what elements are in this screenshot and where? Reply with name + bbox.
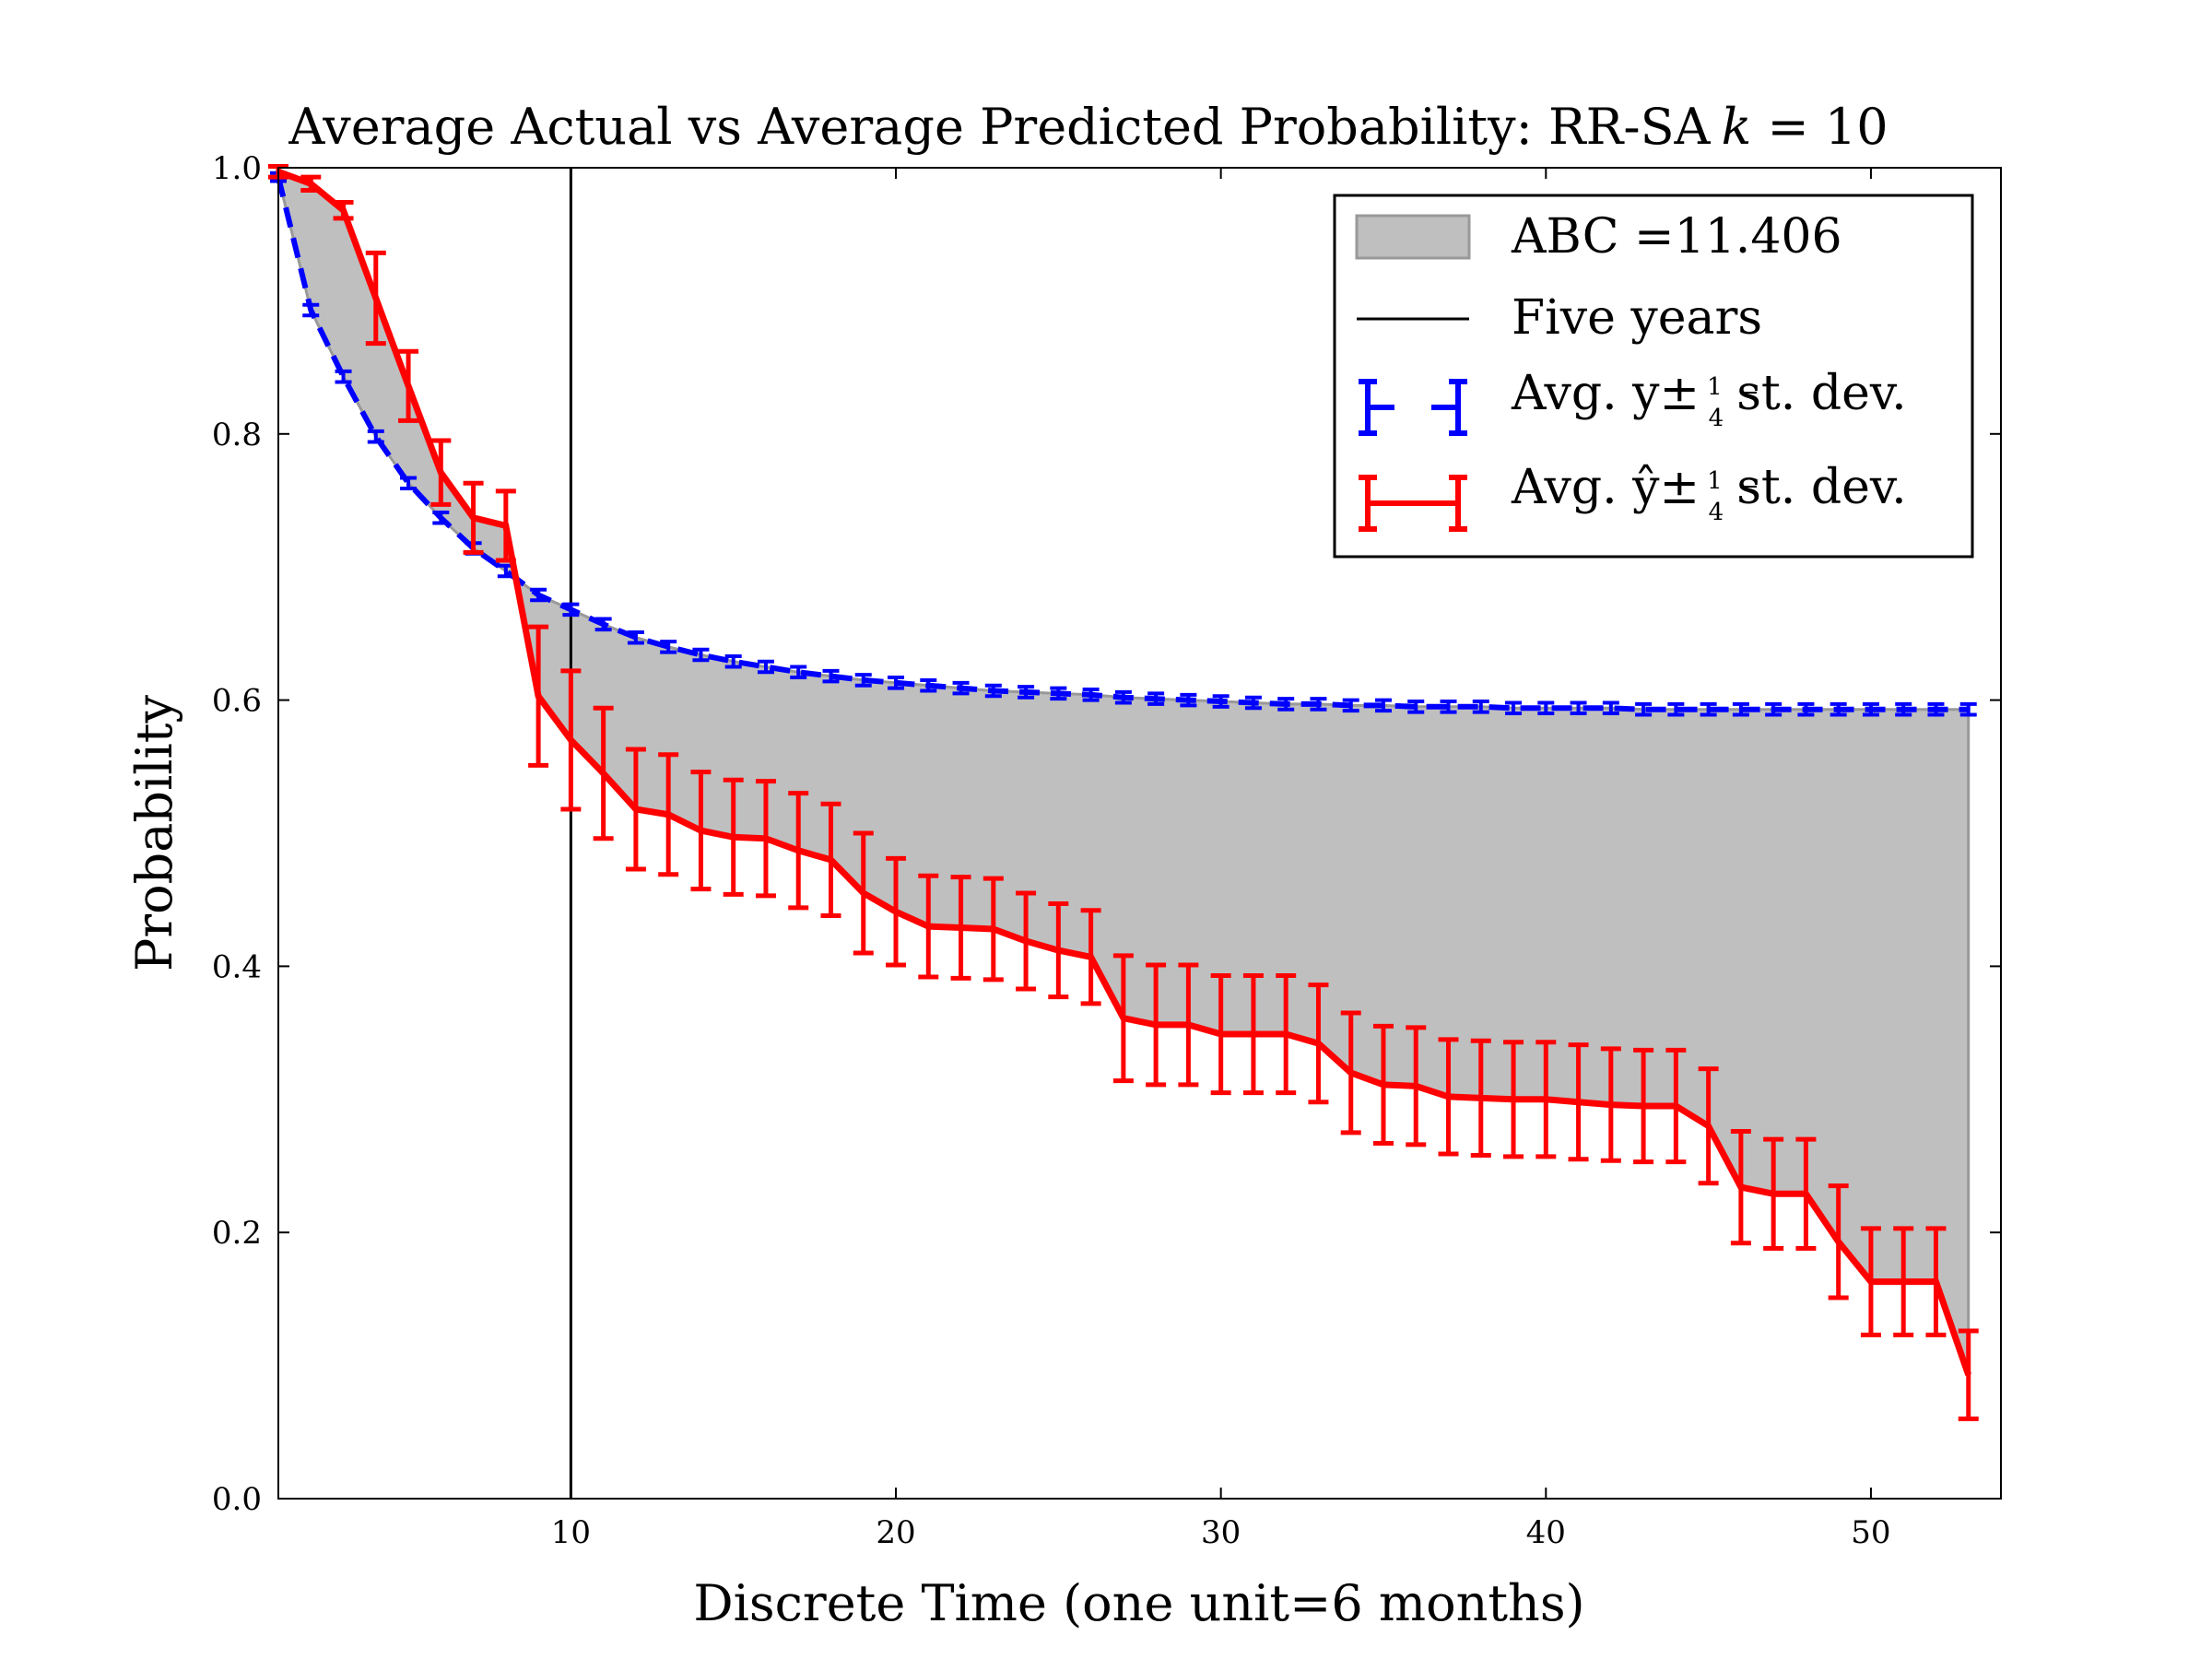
actual-error-bar [1895,701,1912,717]
actual-error-bar [1018,685,1035,700]
chart-title: Average Actual vs Average Predicted Prob… [288,98,1888,156]
x-tick-label: 20 [876,1514,915,1551]
y-tick-label: 0.8 [212,417,262,453]
actual-error-bar [660,640,677,654]
actual-error-bar [1472,700,1489,714]
chart-title-var: k [1722,98,1752,156]
actual-error-bar [1927,701,1945,717]
actual-error-bar [1114,689,1132,705]
actual-error-bar [1959,701,1977,717]
actual-error-bar [1700,701,1717,717]
chart-title-eq: = 10 [1751,98,1888,156]
y-tick-label: 0.2 [212,1215,262,1252]
legend-five-years-label: Five years [1512,290,1762,346]
actual-error-bar [952,680,970,696]
x-tick-label: 10 [551,1514,591,1551]
actual-error-bar [1797,701,1815,717]
actual-error-bar [1310,697,1327,712]
actual-error-bar [1277,697,1295,712]
chart-title-main: Average Actual vs Average Predicted Prob… [288,98,1711,156]
predicted-line [276,169,1972,1376]
actual-error-bar [335,369,352,384]
actual-error-bar [367,429,384,444]
actual-error-bar [1667,701,1685,717]
actual-error-bar [1082,688,1100,702]
actual-error-bar [724,653,742,669]
actual-error-bar [854,673,872,688]
y-tick-label: 0.6 [212,683,262,720]
actual-error-bar [1342,698,1359,713]
legend-actual-swatch [1359,379,1467,436]
actual-error-bar [1212,694,1230,709]
legend-actual-suffix: st. dev. [1736,366,1906,421]
legend-actual-frac-den: 4 [1709,405,1724,432]
legend-predicted-label: Avg. ŷ± 1 4 st. dev. [1511,460,1907,526]
x-tick-label: 30 [1201,1514,1241,1551]
x-tick-label: 40 [1526,1514,1566,1551]
legend-actual-frac-num: 1 [1707,373,1723,401]
predicted-series-layer [268,164,1979,1421]
legend: ABC =11.406 Five years Avg. y± 1 4 st. dev. [1333,194,1974,559]
actual-error-bar [400,476,418,491]
actual-error-bar [432,510,450,525]
legend-predicted-frac-num: 1 [1707,467,1723,495]
legend-abc-label: ABC =11.406 [1511,209,1842,265]
actual-error-bar [822,668,840,684]
actual-error-bar [530,587,547,603]
actual-error-bar [1830,701,1847,717]
actual-error-bar [790,665,807,680]
actual-error-bar [302,302,320,318]
actual-error-bar [1374,698,1392,713]
actual-error-bar [1147,691,1165,706]
plot-frame [277,167,2002,1500]
actual-error-bar [562,602,580,618]
actual-error-bar [920,677,937,693]
actual-error-bar [1407,700,1425,714]
x-tick-label: 50 [1851,1514,1890,1551]
legend-actual-prefix: Avg. y± [1511,366,1700,421]
actual-error-bar [594,617,612,632]
actual-error-bar [1050,686,1067,701]
legend-actual-label: Avg. y± 1 4 st. dev. [1511,366,1907,432]
actual-error-bar [1244,695,1262,711]
legend-predicted-suffix: st. dev. [1736,460,1906,515]
ticks-layer: 10 20 30 40 50 0.0 0.2 0.4 0.6 0.8 1.0 [212,150,2001,1551]
legend-predicted-swatch [1359,475,1467,532]
actual-error-bar [1732,701,1749,717]
y-axis-label: Probability [125,695,183,971]
actual-error-bar [888,676,905,690]
actual-error-bar [1862,701,1879,717]
y-tick-label: 0.0 [212,1481,262,1518]
actual-error-bar [1180,692,1197,708]
actual-error-bar [1505,700,1523,716]
actual-error-bar [692,647,710,663]
actual-error-bar [1765,701,1783,717]
actual-error-bar [1570,700,1587,716]
y-tick-label: 1.0 [212,150,262,187]
y-tick-label: 0.4 [212,948,262,985]
actual-error-bar [984,683,1002,699]
actual-error-bar [1635,701,1653,717]
x-axis-label: Discrete Time (one unit=6 months) [693,1574,1584,1632]
actual-error-bar [627,629,644,645]
legend-abc-swatch [1355,214,1471,260]
actual-error-bar [1537,700,1555,716]
actual-error-bar [1602,700,1619,716]
legend-predicted-prefix: Avg. ŷ± [1511,460,1700,515]
actual-error-bar [1440,700,1457,714]
actual-error-bar [757,659,774,675]
legend-predicted-frac-den: 4 [1709,499,1724,526]
predicted-error-bar [1958,1328,1979,1421]
